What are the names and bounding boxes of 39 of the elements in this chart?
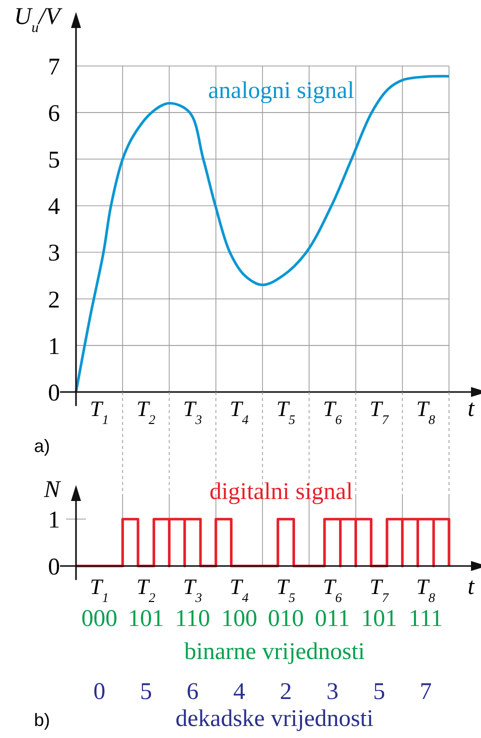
- y-tick-label: 7: [48, 54, 60, 80]
- x-tick-label: T$_{4}$: [230, 574, 250, 604]
- text: 000 101 110 100 010 011 101 111: [81, 606, 443, 632]
- series-label: analogni signal: [208, 78, 354, 104]
- text: a): [34, 436, 50, 456]
- y-tick-label: 0: [48, 380, 60, 406]
- series-label: digitalni signal: [209, 479, 354, 505]
- y-tick-label: 1: [48, 508, 60, 534]
- x-tick-label: T$_{5}$: [276, 396, 296, 426]
- y-tick-label: 1: [48, 334, 60, 360]
- x-tick-label: T$_{1}$: [90, 574, 109, 604]
- text: binarne vrijednosti: [184, 639, 366, 665]
- x-tick-label: T$_{3}$: [183, 396, 202, 426]
- text: dekadske vrijednosti: [176, 706, 374, 732]
- line-series: [74, 74, 450, 394]
- x-tick-label: T$_{5}$: [276, 574, 296, 604]
- x-tick-label: T$_{6}$: [323, 574, 342, 604]
- y-axis-title: U$_{u}$/V: [14, 4, 62, 36]
- x-tick-label: T$_{2}$: [136, 396, 156, 426]
- y-tick-label: 3: [48, 240, 60, 267]
- x-axis-title: t: [468, 574, 476, 600]
- text: b): [34, 710, 50, 730]
- x-tick-label: T$_{6}$: [323, 396, 342, 426]
- y-tick-label: 6: [48, 100, 60, 127]
- y-tick-label: 0: [48, 554, 60, 580]
- text: 0 5 6 4 2 3 5 7: [93, 679, 432, 705]
- x-tick-label: T$_{4}$: [230, 396, 250, 426]
- x-tick-label: T$_{8}$: [416, 574, 436, 604]
- y-axis-title: N: [42, 477, 62, 503]
- x-axis-title: t: [468, 396, 476, 422]
- x-tick-label: T$_{7}$: [370, 574, 390, 604]
- x-tick-label: T$_{1}$: [90, 396, 109, 426]
- x-tick-label: T$_{8}$: [416, 396, 436, 426]
- x-tick-label: T$_{7}$: [370, 396, 390, 426]
- y-tick-label: 5: [48, 148, 60, 174]
- y-tick-label: 4: [48, 194, 60, 220]
- x-tick-label: T$_{2}$: [136, 574, 156, 604]
- x-tick-label: T$_{3}$: [183, 574, 202, 604]
- y-tick-label: 2: [48, 287, 60, 314]
